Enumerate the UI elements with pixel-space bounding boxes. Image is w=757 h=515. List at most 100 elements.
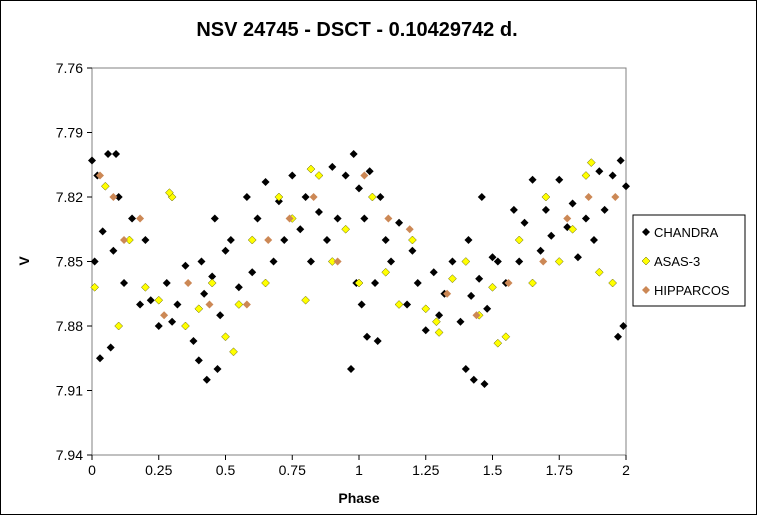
data-point [573,253,582,262]
data-point [184,279,193,287]
data-point [595,167,604,176]
data-point [314,208,323,217]
data-point [608,278,618,288]
x-axis-title: Phase [338,490,379,506]
data-point [381,236,390,244]
data-point [469,375,478,384]
data-point [247,235,257,245]
data-point [341,171,350,180]
data-point [309,193,318,201]
data-point [210,214,219,223]
data-point [181,261,190,270]
data-point [104,150,113,158]
data-point [136,300,145,309]
data-point [98,227,107,236]
y-tick-label: 7.91 [56,383,83,399]
data-point [432,317,441,327]
data-point [367,192,377,202]
data-point [568,199,577,208]
series-chandra [88,150,630,389]
data-point [555,175,564,184]
data-point [589,236,598,244]
data-point [554,257,564,266]
x-tick-label: 0.25 [145,462,172,478]
data-point [619,322,628,330]
data-point [493,257,502,266]
data-point [202,375,211,384]
data-point [435,311,444,320]
data-point [296,225,305,234]
data-point [213,365,222,373]
data-point [515,257,524,266]
legend-label: CHANDRA [654,225,719,240]
data-point [403,300,412,309]
data-point [333,214,342,223]
data-point [314,171,324,180]
data-point [360,214,369,223]
data-point [461,365,470,373]
data-point [141,282,150,292]
data-point [165,188,174,198]
data-point [221,246,230,255]
data-point [100,181,110,191]
data-point [328,162,337,171]
data-point [384,214,393,223]
data-point [136,214,145,223]
data-point [173,300,182,309]
x-tick-label: 0.5 [216,462,236,478]
data-point [363,332,372,341]
data-point [248,268,257,277]
data-point [581,171,591,180]
data-point [394,300,404,309]
data-point [285,214,294,223]
x-tick-label: 1.25 [412,462,439,478]
y-tick-label: 7.85 [56,254,83,270]
y-tick-label: 7.94 [56,447,83,463]
data-point [242,193,251,201]
data-point [168,317,177,326]
data-point [349,150,358,158]
data-point [528,175,537,184]
x-tick-label: 0.75 [279,462,306,478]
data-point [520,218,529,227]
x-tick-label: 1 [355,462,363,478]
data-point [205,300,214,309]
data-point [483,304,492,313]
data-point [581,214,590,223]
data-point [584,193,593,201]
legend-marker [642,286,650,294]
data-point [197,257,206,266]
legend: CHANDRA ASAS-3 HIPPARCOS [632,214,746,307]
legend-label: HIPPARCOS [654,283,730,298]
series-asas-3 [90,158,618,357]
data-point [413,279,422,287]
data-point [154,322,163,330]
x-axis: 0 0.25 0.5 0.75 1 1.25 1.5 1.75 2 [88,455,630,478]
data-point [616,156,625,165]
data-point [327,257,337,266]
x-tick-label: 0 [88,462,96,478]
data-point [128,214,137,223]
data-point [509,205,518,214]
x-tick-label: 2 [622,462,630,478]
data-point [600,205,609,214]
data-point [456,317,465,326]
data-point [141,236,150,244]
data-point [341,224,351,234]
data-point [106,343,115,352]
data-point [514,235,524,245]
chart-title: NSV 24745 - DSCT - 0.10429742 d. [196,19,517,41]
data-point [333,257,342,266]
x-tick-label: 1.5 [483,462,503,478]
data-point [608,171,617,180]
y-tick-label: 7.79 [56,125,83,141]
data-point [269,257,278,266]
data-point [360,171,369,180]
data-point [528,278,537,288]
data-point [114,321,124,331]
data-point [146,296,155,305]
data-point [162,279,171,287]
data-point [274,192,284,202]
data-point [112,150,121,158]
data-point [467,291,476,300]
